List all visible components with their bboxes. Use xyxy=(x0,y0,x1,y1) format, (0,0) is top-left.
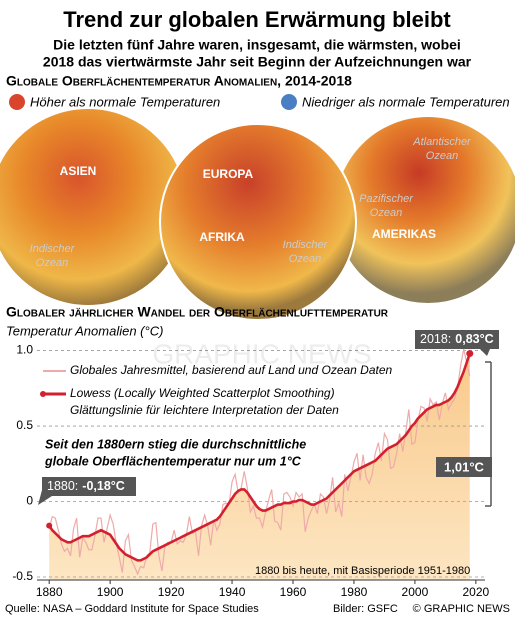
change-box xyxy=(436,457,492,477)
callout-box xyxy=(415,330,499,349)
area xyxy=(49,353,470,580)
callout: 1880: -0,18°C xyxy=(47,479,125,493)
line xyxy=(48,348,471,576)
legend-label: Lowess (Locally Weighted Scatterplot Smo… xyxy=(70,386,335,400)
globe-americas xyxy=(335,117,515,303)
line xyxy=(48,353,471,562)
chart-title: Globaler jährlicher Wandel der Oberfläch… xyxy=(6,304,389,320)
ocean-label: Ozean xyxy=(370,207,402,219)
y-tick-label: -0.5 xyxy=(12,569,33,583)
ocean-label: Ozean xyxy=(426,150,458,162)
callout-pointer xyxy=(38,490,52,505)
subtitle: 2018 das viertwärmste Jahr seit Beginn d… xyxy=(43,54,472,70)
ocean-label: Ozean xyxy=(36,257,68,269)
legend-label: Höher als normale Temperaturen xyxy=(30,94,220,109)
x-tick-label: 1980 xyxy=(341,585,368,599)
credit: Bilder: GSFC xyxy=(333,603,398,615)
y-tick-label: 0 xyxy=(26,494,33,508)
legend-swatch-low xyxy=(281,94,297,110)
x-tick-label: 1960 xyxy=(280,585,307,599)
legend-swatch-high xyxy=(9,94,25,110)
start-dot xyxy=(46,522,53,529)
globe-asia xyxy=(0,109,186,305)
globe-label: EUROPA xyxy=(203,167,254,181)
plot: -0.5 0 0.5 1.0 1880 1900 1920 1940 1960 1980 2000 2… xyxy=(12,330,499,599)
copyright: © GRAPHIC NEWS xyxy=(413,603,510,615)
callout: 2018: 0,83°C xyxy=(420,332,494,346)
callout-year: 1880: xyxy=(47,479,78,493)
x-tick-label: 2000 xyxy=(402,585,429,599)
x-tick-label: 1920 xyxy=(158,585,185,599)
callout-value: 0,83°C xyxy=(455,332,493,346)
source: Quelle: NASA – Goddard Institute for Spa… xyxy=(5,603,259,615)
globe-label: AFRIKA xyxy=(199,230,245,244)
title: Trend zur globalen Erwärmung bleibt xyxy=(63,7,451,32)
y-axis-label: Temperatur Anomalien (°C) xyxy=(6,323,163,338)
y-tick-label: 0.5 xyxy=(16,418,33,432)
statement: globale Oberflächentemperatur nur um 1°C xyxy=(44,454,302,468)
subtitle: Die letzten fünf Jahre waren, insgesamt,… xyxy=(53,37,461,53)
callout-value: -0,18°C xyxy=(82,479,125,493)
change-label: 1,01°C xyxy=(444,459,485,474)
callout-year: 2018: xyxy=(420,332,451,346)
ocean-label: Pazifischer xyxy=(359,193,414,205)
watermark: GRAPHIC NEWS xyxy=(152,338,371,369)
globe-europe-africa xyxy=(159,123,357,321)
callout-box xyxy=(42,477,136,496)
legend-dot xyxy=(40,391,46,397)
end-dot xyxy=(466,350,474,358)
x-tick-label: 1880 xyxy=(36,585,63,599)
legend-description: Glättungslinie für leichtere Interpretat… xyxy=(70,403,339,417)
section-heading: Globale Oberflächentemperatur Anomalien,… xyxy=(6,73,352,89)
ocean-label: Ozean xyxy=(289,253,321,265)
callout-pointer xyxy=(480,349,490,356)
y-tick-label: 1.0 xyxy=(16,343,33,357)
x-tick-label: 1940 xyxy=(219,585,246,599)
globe-label: ASIEN xyxy=(60,164,97,178)
statement: Seit den 1880ern stieg die durchschnittl… xyxy=(45,437,306,451)
globe-label: AMERIKAS xyxy=(372,227,436,241)
x-tick-label: 2020 xyxy=(463,585,490,599)
legend-label: Niedriger als normale Temperaturen xyxy=(302,94,510,109)
ocean-label: Indischer xyxy=(30,243,76,255)
ocean-label: Indischer xyxy=(283,239,329,251)
ocean-label: Atlantischer xyxy=(412,136,472,148)
x-tick-label: 1900 xyxy=(97,585,124,599)
note: 1880 bis heute, mit Basisperiode 1951-19… xyxy=(255,565,470,577)
legend-label: Globales Jahresmittel, basierend auf Lan… xyxy=(70,363,393,377)
